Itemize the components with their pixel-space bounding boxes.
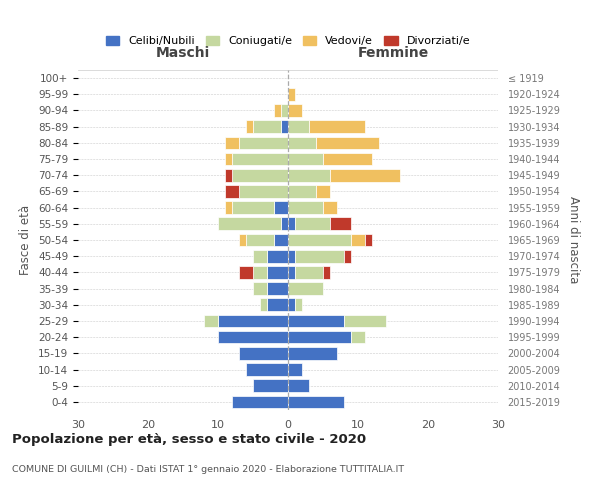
Bar [281, 218, 288, 230]
Bar [246, 120, 253, 133]
Bar [288, 347, 337, 360]
Bar [267, 298, 288, 311]
Bar [288, 104, 302, 117]
Bar [239, 347, 288, 360]
Bar [288, 282, 323, 295]
Bar [316, 185, 330, 198]
Bar [288, 152, 323, 166]
Bar [239, 136, 288, 149]
Bar [267, 250, 288, 262]
Bar [253, 380, 288, 392]
Bar [316, 136, 379, 149]
Bar [323, 202, 337, 214]
Bar [260, 298, 267, 311]
Bar [344, 250, 351, 262]
Bar [365, 234, 372, 246]
Bar [295, 266, 323, 278]
Bar [274, 104, 281, 117]
Bar [351, 331, 365, 344]
Bar [253, 250, 267, 262]
Bar [295, 250, 344, 262]
Bar [246, 363, 288, 376]
Bar [330, 169, 400, 181]
Bar [288, 120, 309, 133]
Legend: Celibi/Nubili, Coniugati/e, Vedovi/e, Divorziati/e: Celibi/Nubili, Coniugati/e, Vedovi/e, Di… [101, 32, 475, 50]
Bar [323, 266, 330, 278]
Bar [218, 331, 288, 344]
Bar [288, 380, 309, 392]
Bar [288, 218, 295, 230]
Bar [288, 250, 295, 262]
Text: COMUNE DI GUILMI (CH) - Dati ISTAT 1° gennaio 2020 - Elaborazione TUTTITALIA.IT: COMUNE DI GUILMI (CH) - Dati ISTAT 1° ge… [12, 466, 404, 474]
Bar [204, 314, 218, 328]
Bar [267, 282, 288, 295]
Bar [232, 396, 288, 408]
Bar [288, 266, 295, 278]
Bar [330, 218, 351, 230]
Bar [295, 218, 330, 230]
Bar [323, 152, 372, 166]
Bar [253, 282, 267, 295]
Bar [239, 234, 246, 246]
Bar [253, 120, 281, 133]
Bar [288, 298, 295, 311]
Bar [281, 104, 288, 117]
Bar [288, 202, 323, 214]
Bar [225, 136, 239, 149]
Bar [288, 136, 316, 149]
Bar [288, 88, 295, 101]
Bar [239, 266, 253, 278]
Text: Maschi: Maschi [156, 46, 210, 60]
Bar [267, 266, 288, 278]
Bar [225, 169, 232, 181]
Bar [225, 185, 239, 198]
Bar [225, 152, 232, 166]
Bar [274, 234, 288, 246]
Bar [295, 298, 302, 311]
Bar [309, 120, 365, 133]
Text: Femmine: Femmine [358, 46, 428, 60]
Bar [218, 314, 288, 328]
Bar [225, 202, 232, 214]
Bar [288, 363, 302, 376]
Bar [232, 152, 288, 166]
Y-axis label: Anni di nascita: Anni di nascita [567, 196, 580, 284]
Bar [351, 234, 365, 246]
Bar [288, 185, 316, 198]
Bar [246, 234, 274, 246]
Bar [288, 396, 344, 408]
Text: Popolazione per età, sesso e stato civile - 2020: Popolazione per età, sesso e stato civil… [12, 432, 366, 446]
Bar [281, 120, 288, 133]
Bar [232, 169, 288, 181]
Bar [288, 169, 330, 181]
Bar [253, 266, 267, 278]
Bar [239, 185, 288, 198]
Bar [288, 331, 351, 344]
Bar [288, 314, 344, 328]
Bar [344, 314, 386, 328]
Bar [288, 234, 351, 246]
Y-axis label: Fasce di età: Fasce di età [19, 205, 32, 275]
Bar [232, 202, 274, 214]
Bar [218, 218, 281, 230]
Bar [274, 202, 288, 214]
